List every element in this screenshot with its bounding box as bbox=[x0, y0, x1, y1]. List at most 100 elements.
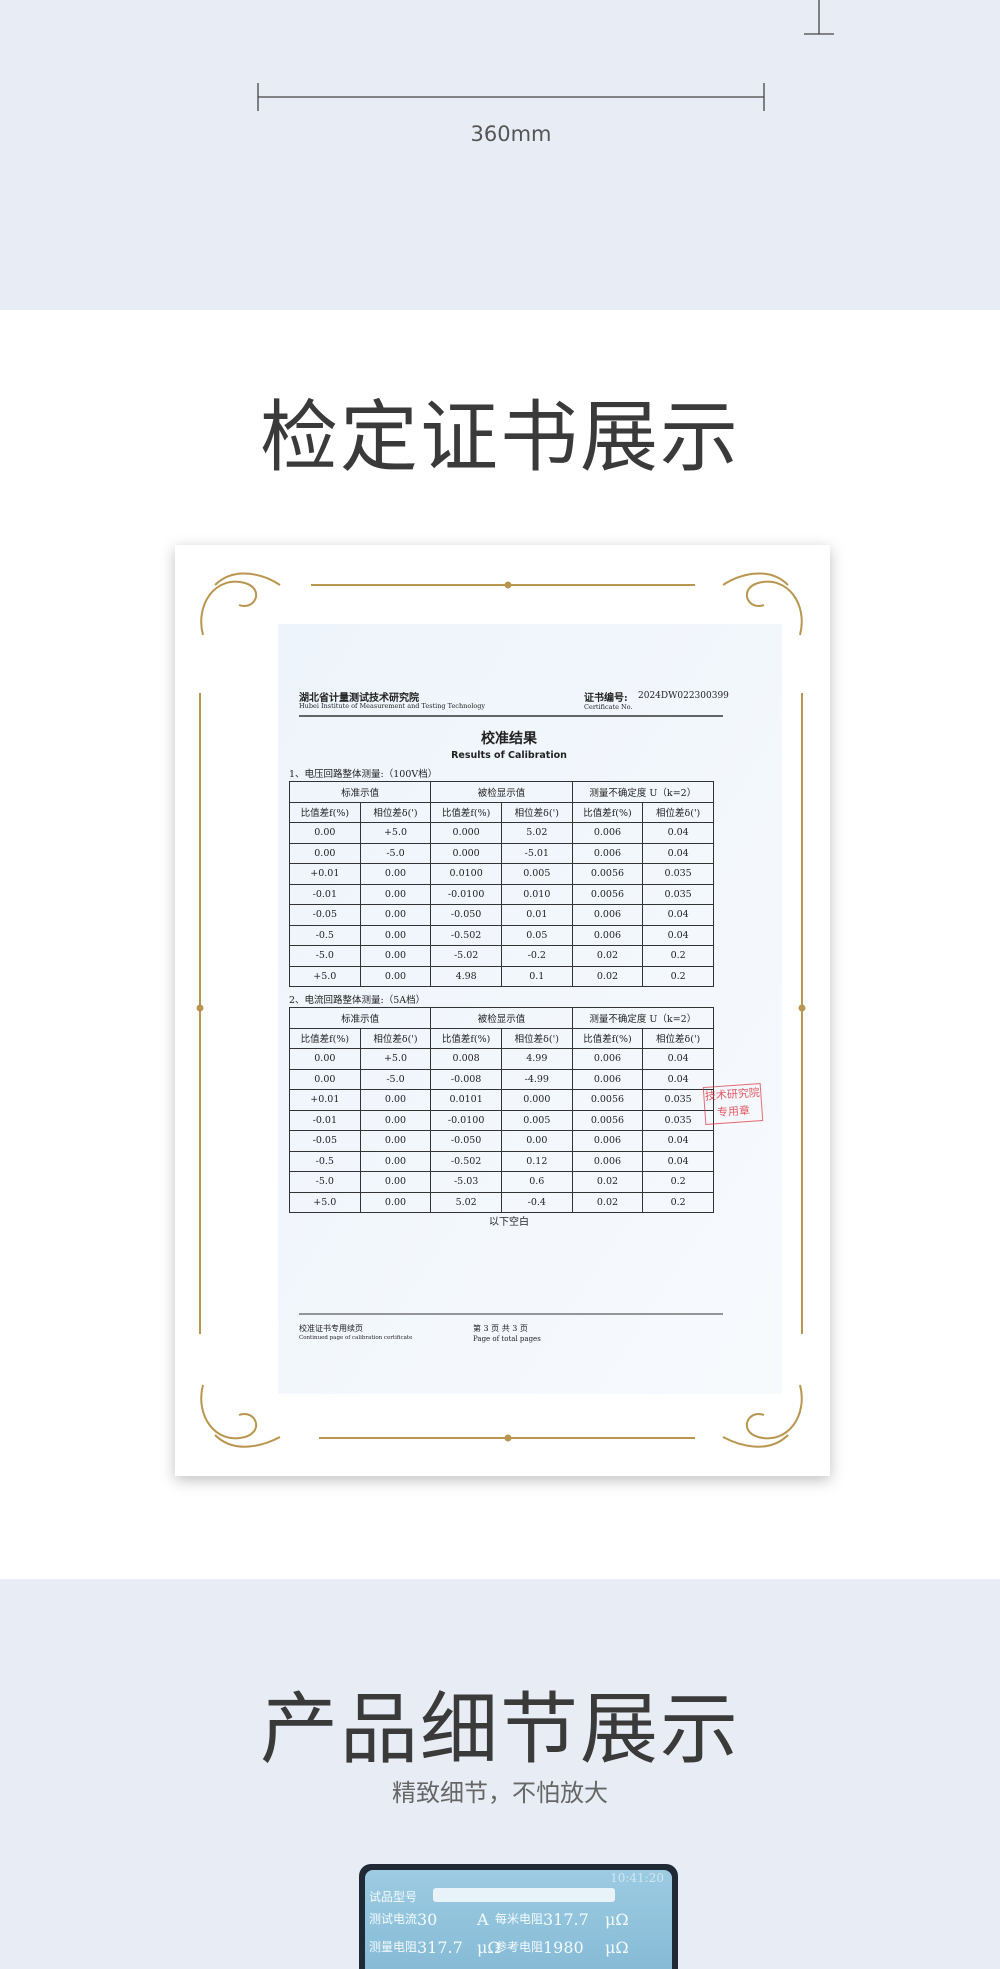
cell: -0.050 bbox=[430, 904, 502, 926]
cell: -0.050 bbox=[430, 1130, 502, 1152]
header-row: 标准示值 被检显示值 测量不确定度 U（k=2） bbox=[288, 781, 715, 803]
sub-header: 比值差f(%) bbox=[430, 801, 502, 823]
group-header: 标准示值 bbox=[288, 1007, 432, 1029]
data-row: 0.00 +5.0 0.008 4.99 0.006 0.04 bbox=[289, 1048, 714, 1070]
screen-text: 317.7 bbox=[417, 1938, 463, 1957]
cert-no-label-en: Certificate No. bbox=[584, 703, 633, 711]
certificate: 湖北省计量测试技术研究院 Hubei Institute of Measurem… bbox=[175, 545, 830, 1476]
cell: -0.5 bbox=[289, 1150, 361, 1172]
cell: -0.01 bbox=[289, 883, 361, 905]
model-field bbox=[433, 1888, 615, 1902]
blank-note: 以下空白 bbox=[489, 1217, 529, 1228]
screen-text: μΩ bbox=[605, 1910, 629, 1929]
screen-text: 317.7 bbox=[543, 1910, 589, 1929]
cell: 0.00 bbox=[359, 1089, 432, 1111]
screen-text: 1980 bbox=[543, 1938, 584, 1957]
cell: 0.2 bbox=[642, 945, 714, 967]
cell: 0.0056 bbox=[571, 1109, 644, 1131]
cell: -0.4 bbox=[500, 1191, 573, 1213]
calibration-table: 标准示值 被检显示值 测量不确定度 U（k=2） 比值差f(%) 相位差δ(') 比值差f… bbox=[288, 781, 715, 987]
data-row: -5.0 0.00 -5.02 -0.2 0.02 0.2 bbox=[289, 945, 714, 967]
cell: 0.05 bbox=[500, 924, 573, 946]
cell: 0.006 bbox=[571, 904, 644, 926]
cell: 0.00 bbox=[359, 1150, 432, 1172]
cell: 0.000 bbox=[500, 1089, 573, 1111]
screen-text: μΩ bbox=[477, 1938, 501, 1957]
cell: +0.01 bbox=[289, 1089, 361, 1111]
cert-no-label: 证书编号: bbox=[584, 693, 628, 704]
cell: -5.0 bbox=[289, 1171, 361, 1193]
data-row: 0.00 +5.0 0.000 5.02 0.006 0.04 bbox=[289, 822, 714, 844]
cell: +0.01 bbox=[289, 863, 361, 885]
cell: 0.006 bbox=[571, 822, 644, 844]
cell: -0.5 bbox=[289, 924, 361, 946]
data-row: -5.0 0.00 -5.03 0.6 0.02 0.2 bbox=[289, 1171, 714, 1193]
cell: +5.0 bbox=[359, 822, 432, 844]
cell: 0.006 bbox=[571, 1068, 644, 1090]
cell: 4.99 bbox=[500, 1048, 573, 1070]
cell: 0.000 bbox=[430, 842, 502, 864]
cell: 0.00 bbox=[289, 1048, 361, 1070]
cell: 0.04 bbox=[642, 1130, 714, 1152]
screen-text: 测试电流 bbox=[369, 1912, 418, 1926]
group-header: 被检显示值 bbox=[430, 1007, 573, 1029]
data-row: +5.0 0.00 4.98 0.1 0.02 0.2 bbox=[289, 965, 714, 987]
cell: 0.006 bbox=[571, 1130, 644, 1152]
sub-header: 相位差δ(') bbox=[359, 801, 432, 823]
cell: 0.00 bbox=[359, 1109, 432, 1131]
screen-time: 10:41:20 bbox=[610, 1871, 664, 1885]
cell: 0.04 bbox=[642, 924, 714, 946]
data-row: +0.01 0.00 0.0101 0.000 0.0056 0.035 bbox=[289, 1089, 714, 1111]
cell: 0.6 bbox=[500, 1171, 573, 1193]
cell: 0.04 bbox=[642, 1048, 714, 1070]
cell: -5.0 bbox=[359, 1068, 432, 1090]
screen-text: 30 bbox=[417, 1910, 438, 1929]
cell: +5.0 bbox=[359, 1048, 432, 1070]
cell: -5.02 bbox=[430, 945, 502, 967]
cell: -0.0100 bbox=[430, 1109, 502, 1131]
cell: -4.99 bbox=[500, 1068, 573, 1090]
cell: 0.02 bbox=[571, 945, 644, 967]
cell: 0.0056 bbox=[571, 1089, 644, 1111]
device-screen: 10:41:20 试品型号 测试电流 30 A 每米电阻 317.7 μΩ 测量电阻 317.7… bbox=[365, 1870, 672, 1969]
heading: 校准结果 bbox=[481, 731, 537, 747]
cell: 5.02 bbox=[430, 1191, 502, 1213]
dimension-section: 360mm bbox=[0, 0, 1000, 310]
cell: 0.006 bbox=[571, 1150, 644, 1172]
data-row: -0.5 0.00 -0.502 0.12 0.006 0.04 bbox=[289, 1150, 714, 1172]
cell: 0.00 bbox=[359, 1171, 432, 1193]
cell: -0.008 bbox=[430, 1068, 502, 1090]
cell: -0.05 bbox=[289, 1130, 361, 1152]
device: 10:41:20 试品型号 测试电流 30 A 每米电阻 317.7 μΩ 测量电阻 317.7… bbox=[359, 1864, 678, 1969]
cell: 0.010 bbox=[500, 883, 573, 905]
sub-header: 相位差δ(') bbox=[642, 1027, 714, 1049]
data-row: -0.01 0.00 -0.0100 0.005 0.0056 0.035 bbox=[289, 1109, 714, 1131]
cell: 0.00 bbox=[289, 842, 361, 864]
sub-header: 相位差δ(') bbox=[359, 1027, 432, 1049]
cell: -0.01 bbox=[289, 1109, 361, 1131]
screen-text: A bbox=[477, 1910, 489, 1929]
data-row: +5.0 0.00 5.02 -0.4 0.02 0.2 bbox=[289, 1191, 714, 1213]
cell: 0.00 bbox=[359, 863, 432, 885]
cell: 0.005 bbox=[500, 1109, 573, 1131]
footer-page-en: Page of total pages bbox=[473, 1335, 541, 1343]
cell: 0.04 bbox=[642, 822, 714, 844]
heading-en: Results of Calibration bbox=[451, 750, 567, 761]
sub-header: 相位差δ(') bbox=[642, 801, 714, 823]
sub-header: 比值差f(%) bbox=[289, 801, 361, 823]
cell: 0.0056 bbox=[571, 883, 644, 905]
cell: 0.00 bbox=[289, 822, 361, 844]
institute: 湖北省计量测试技术研究院 bbox=[299, 693, 419, 704]
cell: 0.00 bbox=[359, 924, 432, 946]
group-header: 被检显示值 bbox=[430, 781, 573, 803]
cell: 0.00 bbox=[359, 1130, 432, 1152]
cell: 0.02 bbox=[571, 1191, 644, 1213]
cell: -5.0 bbox=[359, 842, 432, 864]
screen-text: 每米电阻 bbox=[495, 1912, 544, 1926]
footer-page: 第 3 页 共 3 页 bbox=[473, 1324, 528, 1333]
footer-left: 校准证书专用续页 bbox=[299, 1324, 363, 1333]
cell: 0.006 bbox=[571, 1048, 644, 1070]
cell: 0.0056 bbox=[571, 863, 644, 885]
cell: -0.2 bbox=[500, 945, 573, 967]
screen-text: μΩ bbox=[605, 1938, 629, 1957]
